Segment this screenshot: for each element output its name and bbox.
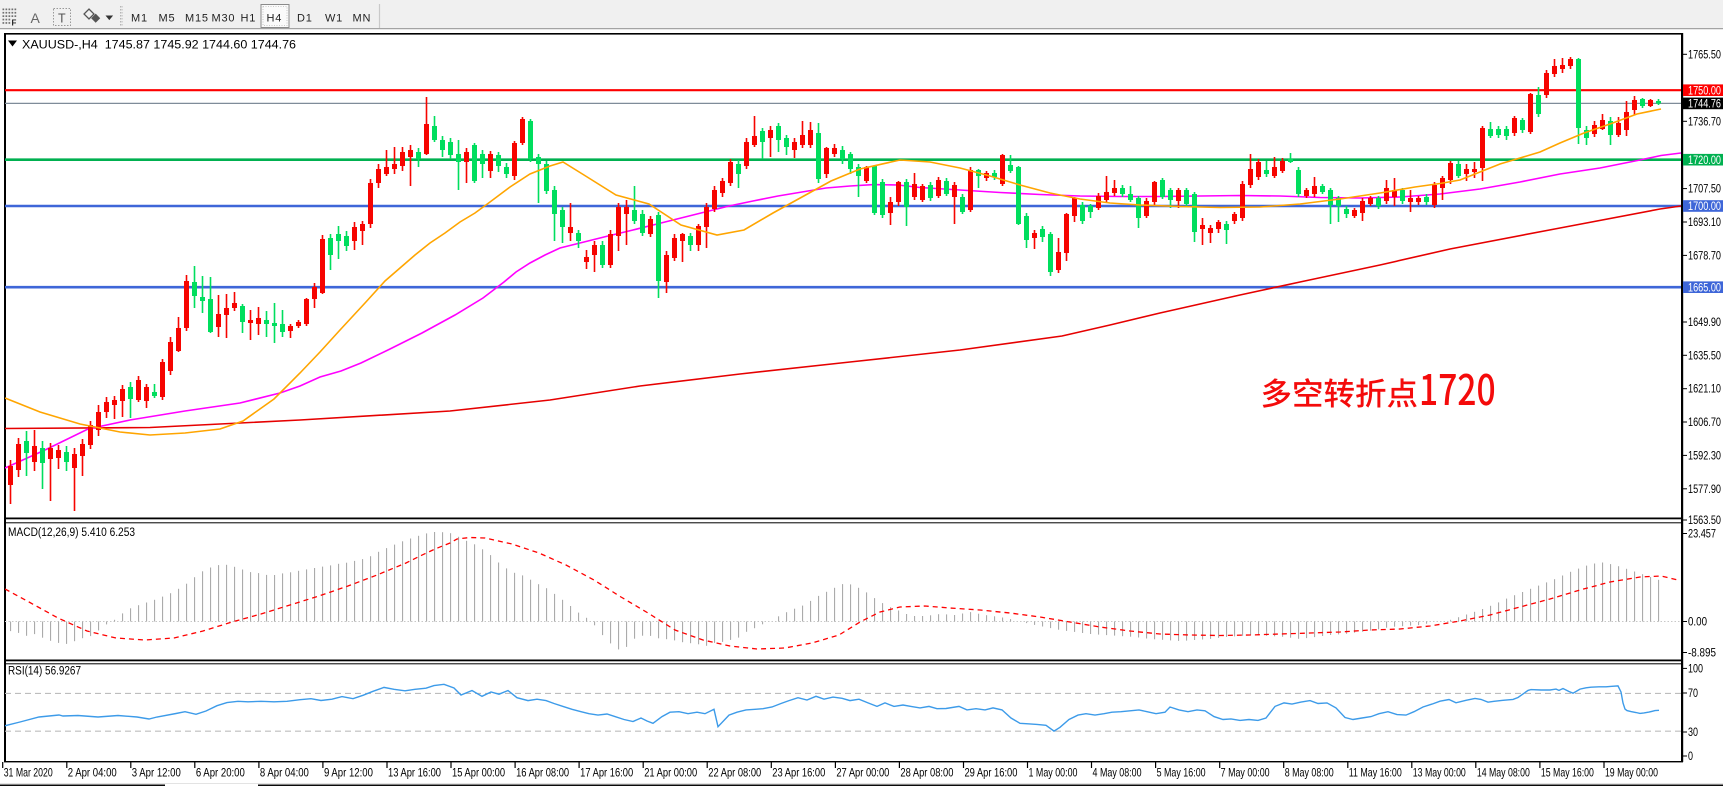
svg-text:70: 70 (1688, 688, 1698, 700)
svg-text:27 Apr 00:00: 27 Apr 00:00 (836, 766, 889, 780)
svg-text:0.00: 0.00 (1688, 617, 1707, 629)
svg-text:23.457: 23.457 (1688, 529, 1716, 541)
svg-text:29 Apr 16:00: 29 Apr 16:00 (964, 766, 1017, 780)
svg-text:1563.50: 1563.50 (1688, 515, 1721, 527)
svg-text:1665.00: 1665.00 (1688, 282, 1721, 294)
svg-text:15 Apr 00:00: 15 Apr 00:00 (452, 766, 505, 780)
svg-text:D1: D1 (297, 13, 313, 25)
svg-text:1 May 00:00: 1 May 00:00 (1029, 766, 1078, 780)
svg-text:1693.10: 1693.10 (1688, 217, 1721, 229)
svg-text:30: 30 (1688, 727, 1698, 739)
svg-text:13 May 00:00: 13 May 00:00 (1413, 766, 1466, 780)
svg-text:1678.70: 1678.70 (1688, 250, 1721, 262)
svg-text:1720.00: 1720.00 (1688, 155, 1721, 167)
svg-text:1649.90: 1649.90 (1688, 317, 1721, 329)
svg-text:M15: M15 (185, 13, 209, 25)
svg-text:22 Apr 08:00: 22 Apr 08:00 (708, 766, 761, 780)
svg-text:100: 100 (1688, 663, 1703, 675)
svg-text:8 Apr 04:00: 8 Apr 04:00 (260, 766, 309, 780)
svg-text:1635.50: 1635.50 (1688, 350, 1721, 362)
svg-text:XAUUSD-,H4 1745.87 1745.92 17: XAUUSD-,H4 1745.87 1745.92 1744.60 1744.… (22, 40, 296, 52)
svg-text:1707.50: 1707.50 (1688, 184, 1721, 196)
svg-text:M5: M5 (159, 13, 176, 25)
svg-text:1592.30: 1592.30 (1688, 450, 1721, 462)
svg-text:28 Apr 08:00: 28 Apr 08:00 (900, 766, 953, 780)
svg-text:7 May 00:00: 7 May 00:00 (1221, 766, 1270, 780)
svg-text:13 Apr 16:00: 13 Apr 16:00 (388, 766, 441, 780)
svg-text:-8.895: -8.895 (1688, 648, 1716, 660)
svg-text:5 May 16:00: 5 May 16:00 (1157, 766, 1206, 780)
svg-text:MN: MN (353, 13, 372, 25)
svg-text:21 Apr 00:00: 21 Apr 00:00 (644, 766, 697, 780)
svg-text:11 May 16:00: 11 May 16:00 (1349, 766, 1402, 780)
svg-text:M1: M1 (131, 13, 148, 25)
svg-text:RSI(14) 56.9267: RSI(14) 56.9267 (8, 666, 81, 678)
svg-text:16 Apr 08:00: 16 Apr 08:00 (516, 766, 569, 780)
svg-text:31 Mar 2020: 31 Mar 2020 (4, 766, 53, 780)
svg-text:F: F (12, 19, 17, 28)
svg-text:W1: W1 (325, 13, 343, 25)
svg-text:T: T (58, 12, 66, 26)
svg-text:8 May 08:00: 8 May 08:00 (1285, 766, 1334, 780)
svg-text:15 May 16:00: 15 May 16:00 (1541, 766, 1594, 780)
svg-text:1577.90: 1577.90 (1688, 484, 1721, 496)
svg-text:1765.50: 1765.50 (1688, 49, 1721, 61)
svg-text:1744.76: 1744.76 (1688, 99, 1721, 111)
svg-text:H1: H1 (241, 13, 257, 25)
svg-text:0: 0 (1688, 751, 1693, 763)
svg-text:23 Apr 16:00: 23 Apr 16:00 (772, 766, 825, 780)
svg-text:2 Apr 04:00: 2 Apr 04:00 (68, 766, 117, 780)
svg-text:17 Apr 16:00: 17 Apr 16:00 (580, 766, 633, 780)
svg-text:MACD(12,26,9) 5.410 6.253: MACD(12,26,9) 5.410 6.253 (8, 527, 135, 539)
svg-text:1621.10: 1621.10 (1688, 384, 1721, 396)
svg-text:4 May 08:00: 4 May 08:00 (1093, 766, 1142, 780)
svg-text:A: A (31, 10, 41, 26)
svg-text:6 Apr 20:00: 6 Apr 20:00 (196, 766, 245, 780)
svg-text:H4: H4 (267, 13, 283, 25)
svg-text:1606.70: 1606.70 (1688, 417, 1721, 429)
svg-text:M30: M30 (212, 13, 236, 25)
svg-text:9 Apr 12:00: 9 Apr 12:00 (324, 766, 373, 780)
svg-text:1736.70: 1736.70 (1688, 116, 1721, 128)
svg-text:14 May 08:00: 14 May 08:00 (1477, 766, 1530, 780)
svg-text:1750.00: 1750.00 (1688, 85, 1721, 97)
svg-text:3 Apr 12:00: 3 Apr 12:00 (132, 766, 181, 780)
svg-text:1700.00: 1700.00 (1688, 201, 1721, 213)
svg-text:19 May 00:00: 19 May 00:00 (1605, 766, 1658, 780)
